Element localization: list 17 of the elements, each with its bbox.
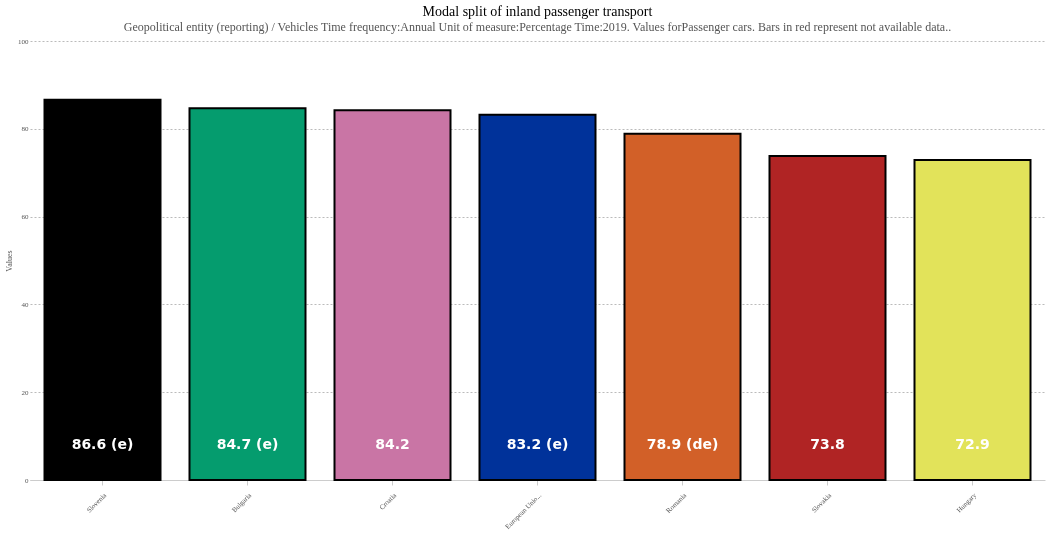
chart-subtitle: Geopolitical entity (reporting) / Vehicles Time frequency:Annual Unit of measure:Percentage Time:2019. Values forPassenger cars. Bars in red represent not available data.. [123, 20, 952, 34]
chart-title: Modal split of inland passenger transport [422, 4, 653, 19]
bar [478, 113, 597, 481]
data-label: 84.2 [375, 436, 410, 452]
bar [188, 107, 307, 481]
data-label: 72.9 [955, 436, 990, 452]
bar [768, 155, 887, 481]
data-label: 83.2 (e) [506, 436, 569, 452]
bar [43, 98, 162, 481]
bar [333, 109, 452, 481]
data-label: 78.9 (de) [646, 436, 719, 452]
y-axis-title: Values [5, 250, 14, 272]
data-label: 84.7 (e) [216, 436, 279, 452]
data-label: 86.6 (e) [71, 436, 134, 452]
bar [623, 132, 742, 481]
data-label: 73.8 [810, 436, 845, 452]
bar [913, 158, 1032, 481]
